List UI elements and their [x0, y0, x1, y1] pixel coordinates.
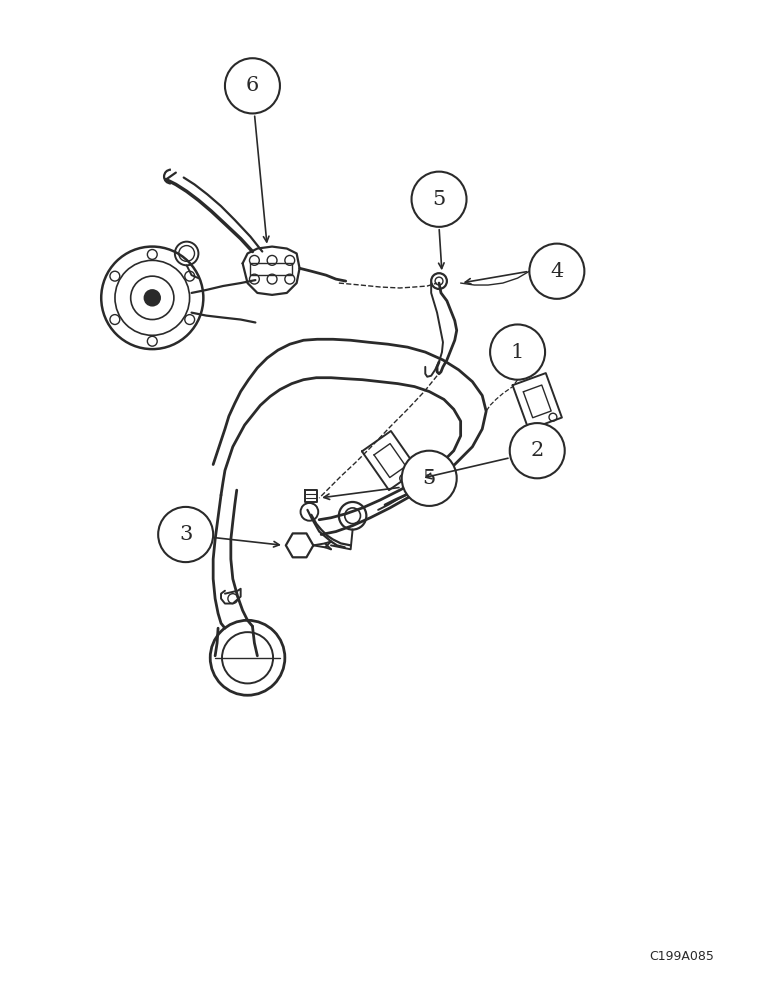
Text: 1: 1	[511, 343, 524, 362]
Text: 4: 4	[550, 262, 564, 281]
Circle shape	[530, 244, 584, 299]
Text: 5: 5	[432, 190, 445, 209]
Text: 2: 2	[530, 441, 543, 460]
Text: C199A085: C199A085	[649, 950, 714, 963]
Circle shape	[490, 324, 545, 380]
Circle shape	[225, 58, 280, 113]
Text: 5: 5	[422, 469, 436, 488]
Text: 6: 6	[245, 76, 259, 95]
Circle shape	[401, 451, 457, 506]
Circle shape	[158, 507, 213, 562]
Circle shape	[411, 172, 466, 227]
Circle shape	[144, 290, 160, 306]
Circle shape	[510, 423, 565, 478]
Text: 3: 3	[179, 525, 192, 544]
